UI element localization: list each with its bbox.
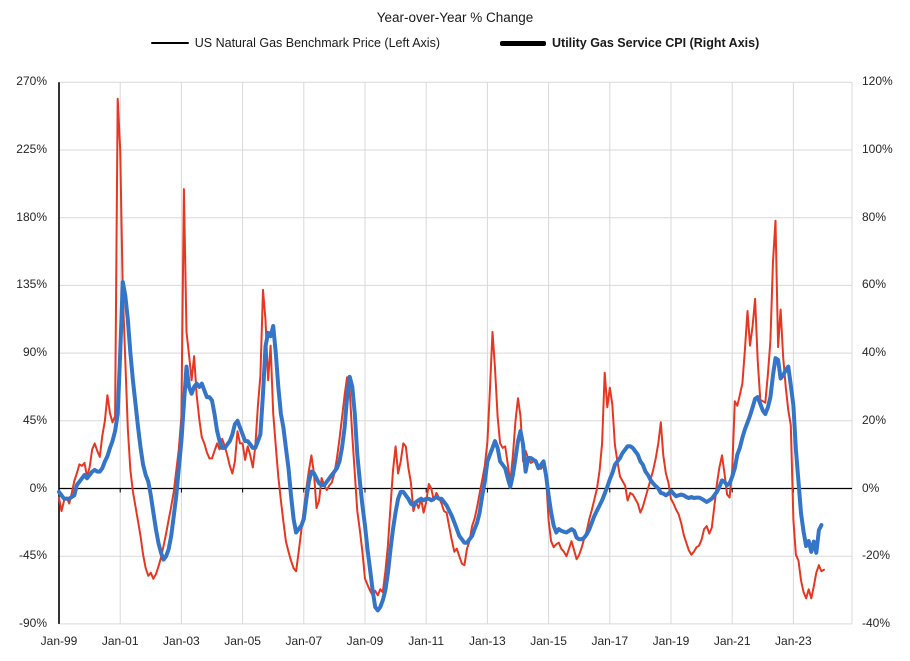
y-left-tick-label: 270% [16, 74, 47, 89]
chart-title: Year-over-Year % Change [376, 10, 534, 25]
x-axis-tick-label: Jan-01 [101, 633, 139, 648]
y-left-tick-label: 225% [16, 142, 47, 156]
x-axis-tick-label: Jan-09 [346, 633, 384, 648]
us-natural-gas-benchmark-price-line [58, 97, 825, 600]
x-axis-tick-label: Jan-19 [652, 633, 690, 648]
y-left-tick-label: 90% [22, 345, 47, 360]
y-left-tick-label: 180% [16, 209, 47, 224]
y-right-tick-label: 120% [862, 74, 893, 89]
cpi-line-swatch [500, 40, 546, 46]
y-left-tick-label: 0% [29, 480, 47, 495]
y-right-tick-label: 0% [862, 480, 880, 495]
legend-item-cpi: Utility Gas Service CPI (Right Axis) [500, 36, 759, 50]
x-axis-tick-label: Jan-23 [775, 633, 812, 648]
y-left-tick-label: 135% [16, 277, 47, 292]
x-axis-tick-label: Jan-05 [224, 633, 261, 648]
y-right-tick-label: 80% [862, 209, 887, 224]
x-axis-tick-label: Jan-11 [408, 633, 445, 648]
x-axis-tick-label: Jan-21 [713, 633, 751, 648]
y-left-tick-label: 45% [22, 412, 47, 427]
price-line-swatch [150, 42, 189, 44]
x-axis-tick-label: Jan-17 [591, 633, 629, 648]
legend-item-price: US Natural Gas Benchmark Price (Left Axi… [150, 36, 440, 50]
x-axis-tick-label: Jan-15 [530, 633, 567, 648]
x-axis-tick-label: Jan-99 [40, 633, 78, 648]
x-axis-tick-label: Jan-07 [285, 633, 323, 648]
y-right-tick-label: 20% [862, 412, 887, 427]
cpi-legend-label: Utility Gas Service CPI (Right Axis) [552, 36, 760, 50]
x-axis-tick-label: Jan-03 [163, 633, 200, 648]
y-right-tick-label: -20% [862, 548, 891, 563]
y-right-tick-label: -40% [862, 615, 891, 630]
y-left-tick-label: -90% [18, 615, 47, 630]
y-right-tick-label: 100% [862, 142, 893, 156]
y-right-tick-label: 40% [862, 345, 887, 360]
utility-gas-service-cpi-line [57, 280, 824, 613]
x-axis-tick-label: Jan-13 [469, 633, 506, 648]
y-left-tick-label: -45% [18, 548, 47, 563]
legend: US Natural Gas Benchmark Price (Left Axi… [0, 36, 910, 50]
y-right-tick-label: 60% [862, 277, 887, 292]
price-legend-label: US Natural Gas Benchmark Price (Left Axi… [194, 36, 440, 50]
